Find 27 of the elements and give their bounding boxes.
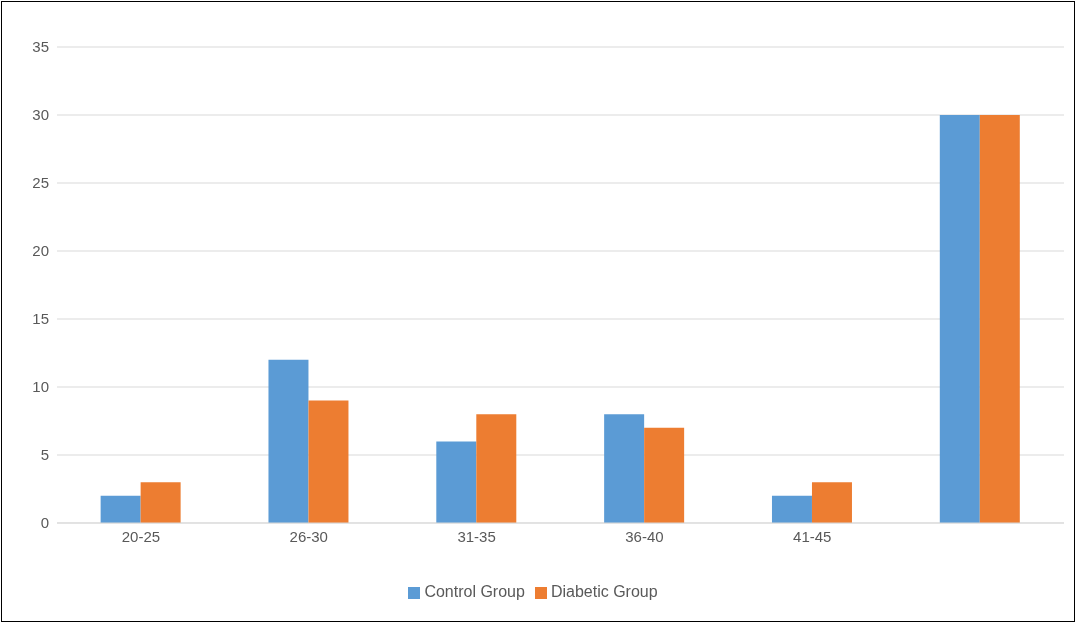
y-tick-label: 10 xyxy=(32,378,49,396)
x-tick-label: 20-25 xyxy=(121,527,161,545)
x-tick-label: 41-45 xyxy=(793,527,832,545)
x-tick-label: 26-30 xyxy=(289,527,328,545)
bar xyxy=(811,482,852,523)
y-tick-label: 20 xyxy=(32,242,49,260)
bar xyxy=(604,414,645,523)
x-tick-label: 36-40 xyxy=(625,527,664,545)
legend-label: Control Group xyxy=(424,583,525,600)
y-tick-label: 30 xyxy=(32,106,49,124)
bar xyxy=(100,495,141,523)
y-tick-label: 35 xyxy=(32,38,49,56)
bar xyxy=(308,400,349,523)
y-tick-label: 15 xyxy=(32,310,49,328)
x-tick-label: 31-35 xyxy=(457,527,496,545)
bar xyxy=(436,441,477,523)
bar xyxy=(476,414,517,523)
y-tick-label: 25 xyxy=(32,174,49,192)
y-tick-label: 0 xyxy=(40,514,49,532)
legend-label: Diabetic Group xyxy=(550,583,658,600)
bar xyxy=(268,359,309,523)
bar xyxy=(644,427,685,523)
y-tick-label: 5 xyxy=(40,446,49,464)
bar xyxy=(140,482,181,523)
bar xyxy=(979,115,1020,523)
bar xyxy=(939,115,980,523)
bar xyxy=(771,495,812,523)
